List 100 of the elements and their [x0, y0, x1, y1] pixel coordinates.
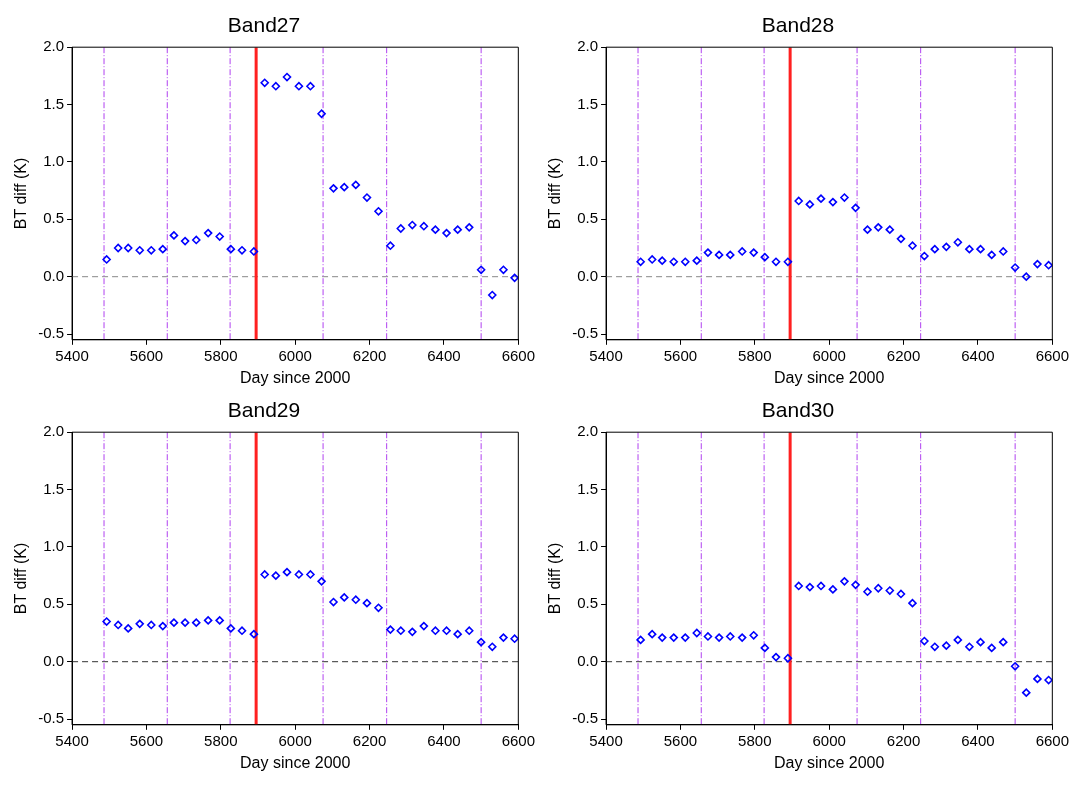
y-tick-label: 1.5 [577, 479, 599, 497]
x-tick-label: 6600 [501, 731, 535, 749]
point [783, 257, 793, 267]
point [873, 583, 883, 593]
x-tick-label: 5600 [129, 731, 164, 749]
point [783, 653, 793, 663]
point [828, 197, 838, 207]
x-tick-label: 5400 [589, 346, 623, 364]
point [396, 224, 406, 233]
x-axis-title: Day since 2000 [240, 753, 351, 771]
y-axis-title: BT diff (K) [546, 542, 564, 615]
point [896, 234, 906, 244]
point [169, 618, 179, 627]
point [487, 290, 497, 300]
point [317, 109, 326, 119]
y-tick-label: 2.0 [577, 37, 599, 55]
point [1044, 260, 1053, 270]
point [294, 81, 304, 91]
point [942, 641, 951, 650]
point [408, 220, 417, 230]
point [453, 225, 462, 234]
point [760, 643, 770, 653]
x-tick-label: 6000 [812, 731, 846, 749]
y-tick-label: 2.0 [43, 37, 65, 55]
x-tick-label: 6600 [501, 346, 535, 364]
point [976, 637, 985, 647]
chart-title: Band29 [227, 398, 301, 422]
x-tick-label: 5600 [663, 346, 698, 364]
point [737, 633, 747, 642]
y-axis-title: BT diff (K) [546, 157, 564, 230]
point [657, 256, 667, 265]
point [703, 248, 713, 257]
point [1010, 661, 1020, 671]
y-tick-label: 2.0 [43, 422, 65, 440]
x-tick-label: 6400 [427, 731, 461, 749]
point [271, 81, 281, 91]
point [146, 246, 156, 255]
x-tick-label: 5600 [663, 731, 698, 749]
point [851, 203, 860, 213]
point [771, 652, 781, 662]
point [908, 598, 917, 608]
point [237, 626, 247, 636]
point [636, 257, 645, 267]
y-tick-label: 2.0 [577, 422, 599, 440]
point [113, 620, 123, 630]
x-tick-label: 5800 [204, 731, 238, 749]
x-tick-label: 6000 [278, 731, 312, 749]
point [703, 632, 713, 641]
point [669, 257, 679, 267]
point [1033, 674, 1042, 684]
point [942, 242, 951, 252]
point [362, 193, 372, 202]
point [987, 643, 996, 653]
point [873, 223, 883, 232]
point [351, 595, 361, 605]
point [282, 72, 292, 82]
point [965, 244, 974, 254]
x-tick-label: 5400 [55, 346, 89, 364]
point [191, 618, 201, 627]
point [123, 243, 133, 253]
point [191, 235, 201, 245]
point [464, 626, 474, 636]
point [953, 635, 963, 645]
point [885, 225, 895, 234]
point [828, 585, 838, 594]
point [749, 248, 758, 257]
point [408, 627, 417, 637]
point [271, 571, 281, 580]
point [760, 252, 770, 262]
point [317, 577, 326, 586]
point [476, 637, 486, 647]
point [102, 255, 111, 264]
x-tick-label: 5400 [55, 731, 89, 749]
y-tick-label: 0.5 [43, 594, 65, 612]
point [158, 244, 168, 254]
point [306, 570, 315, 579]
point [419, 621, 429, 631]
point [464, 223, 474, 232]
point [386, 625, 395, 634]
chart-title: Band27 [227, 13, 301, 37]
point [896, 589, 906, 599]
point [306, 81, 315, 91]
point [442, 626, 451, 636]
point [771, 257, 781, 267]
y-axis-title: BT diff (K) [12, 157, 30, 230]
point [339, 593, 349, 602]
point [362, 598, 372, 608]
point [680, 633, 690, 642]
point [965, 642, 974, 652]
point [374, 603, 383, 613]
y-tick-label: 1.0 [577, 152, 599, 170]
point [657, 633, 667, 642]
point [1021, 688, 1031, 697]
x-tick-label: 6200 [886, 731, 921, 749]
point [180, 618, 190, 627]
chart-title: Band28 [761, 13, 835, 37]
point [816, 581, 826, 591]
point [805, 582, 815, 592]
point [158, 621, 168, 631]
point [102, 617, 111, 626]
